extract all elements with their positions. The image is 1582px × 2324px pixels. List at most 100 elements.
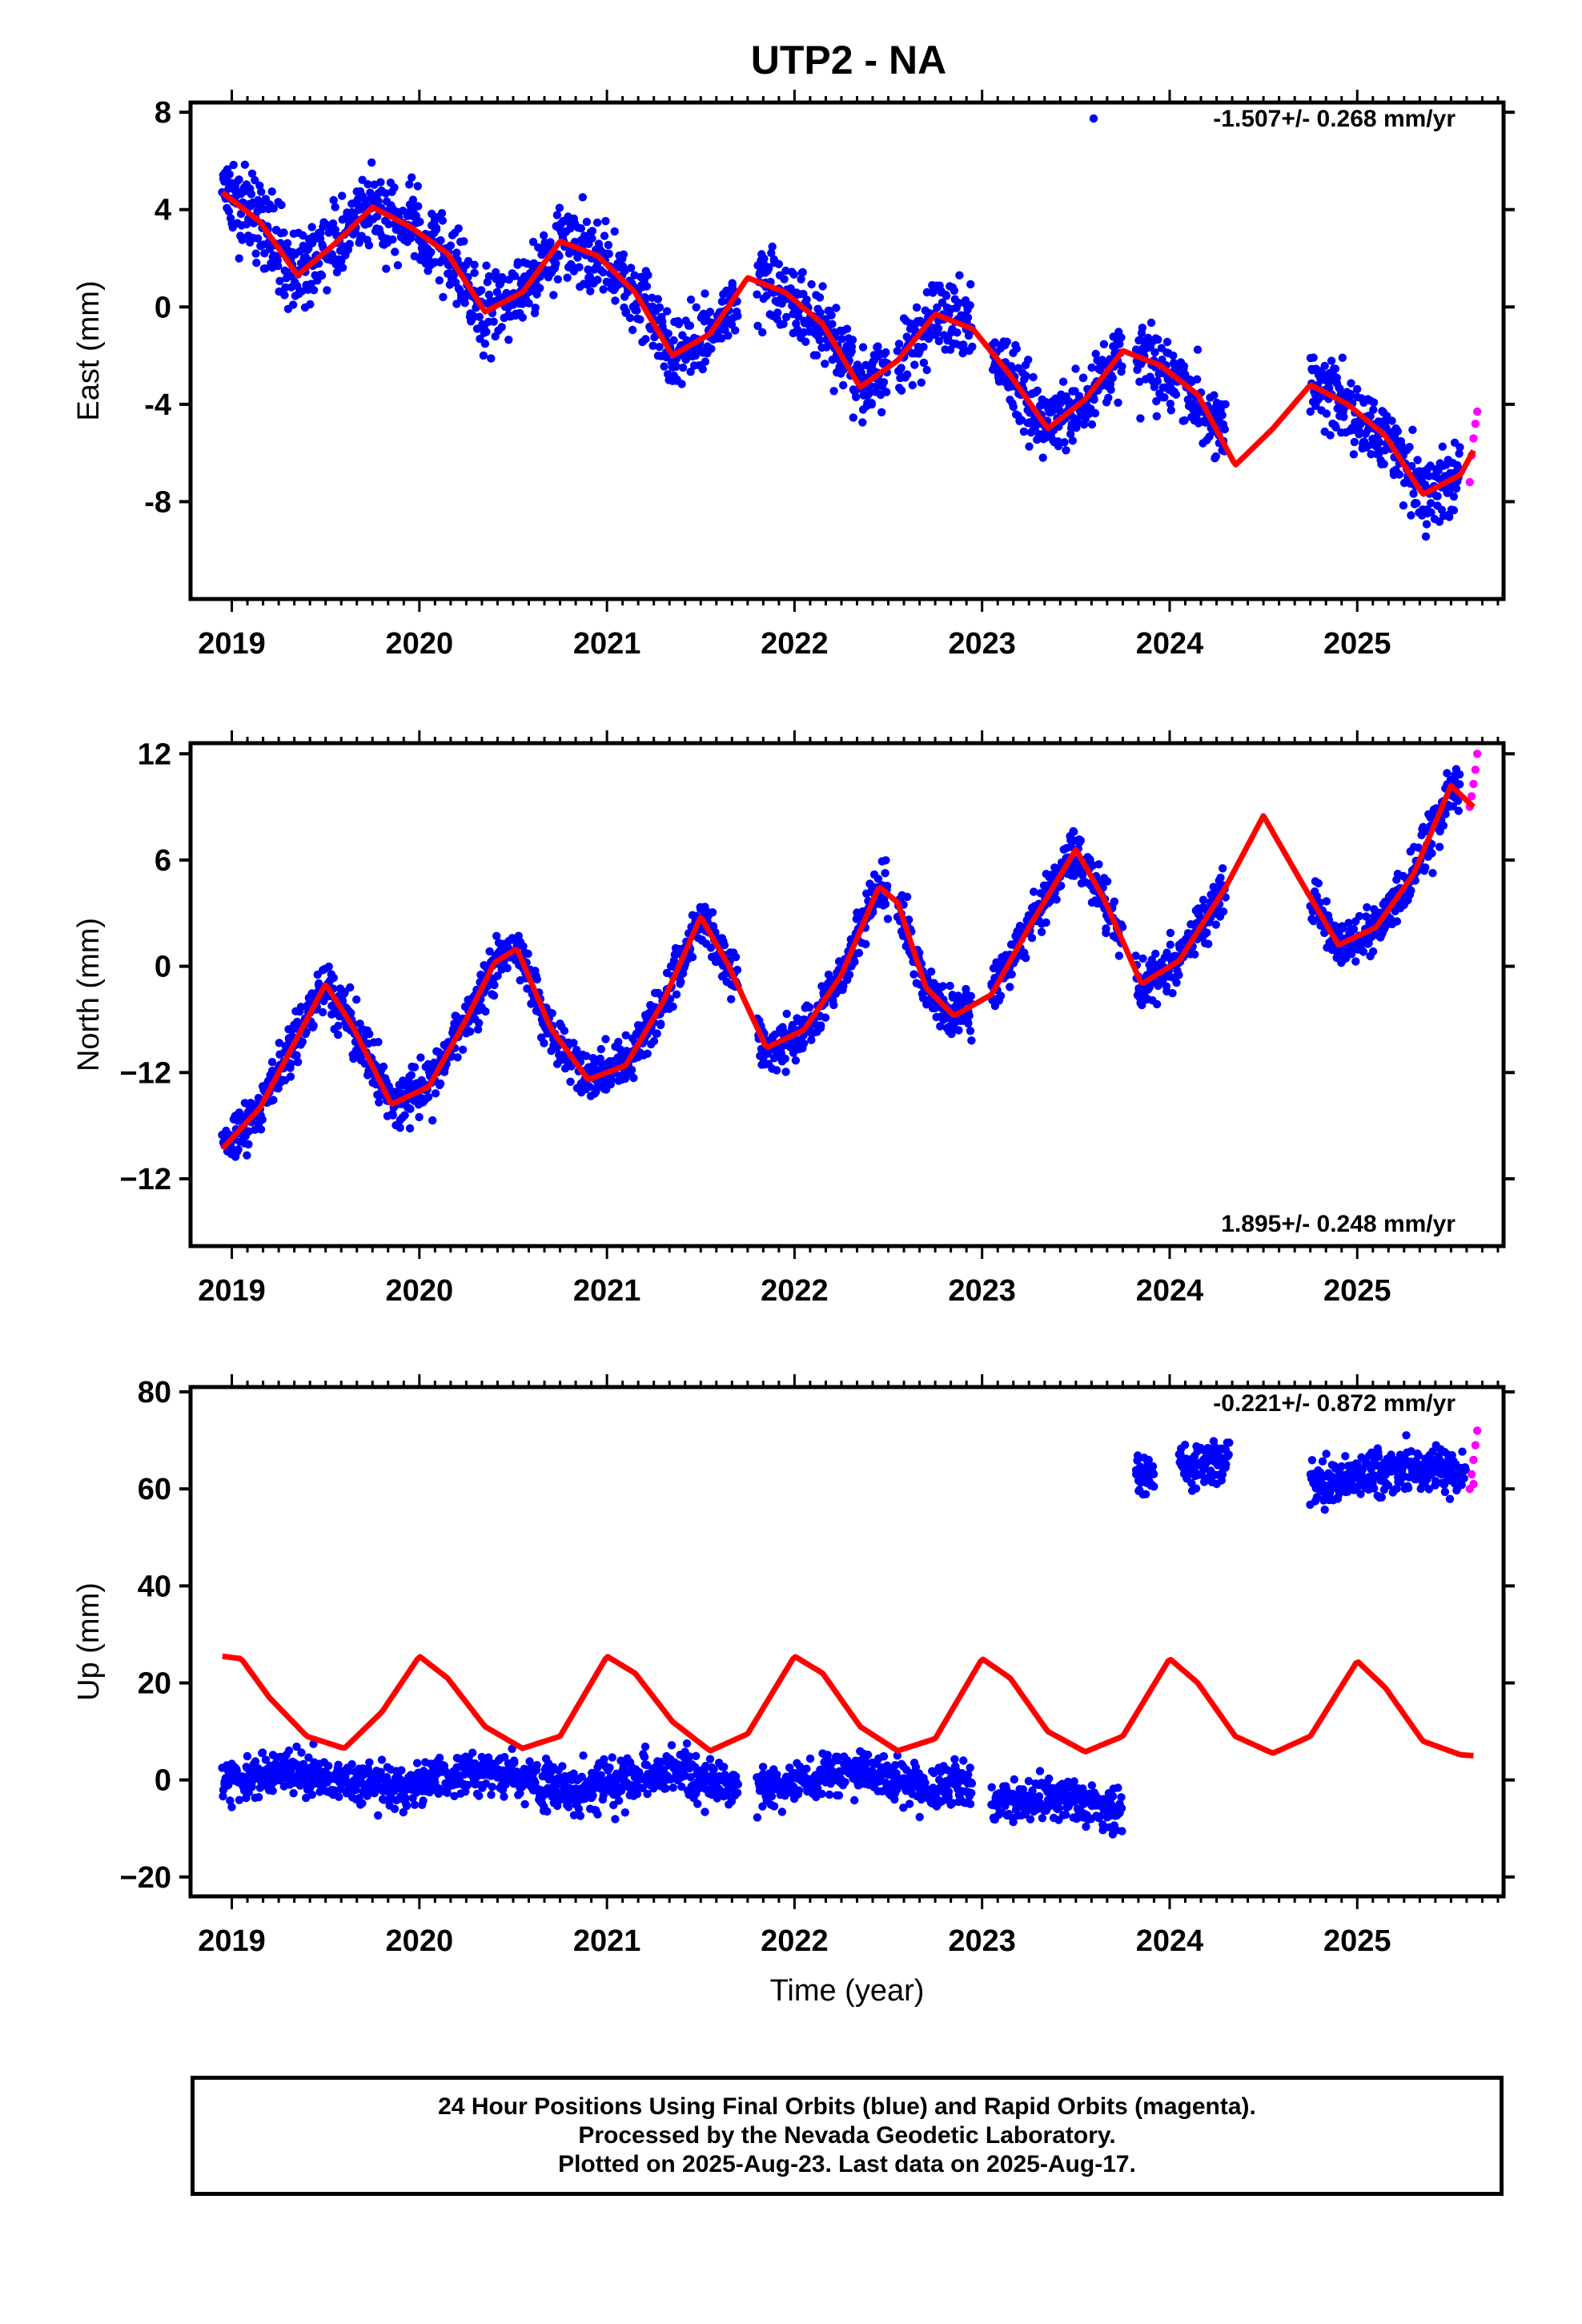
final-orbit-point (1422, 520, 1431, 529)
final-orbit-point (251, 249, 260, 258)
final-orbit-point (1407, 511, 1415, 520)
final-orbit-point (1349, 450, 1359, 459)
final-orbit-point (708, 908, 717, 917)
final-orbit-point (363, 179, 372, 189)
final-orbit-point (781, 266, 790, 275)
final-orbit-point (781, 1068, 790, 1076)
x-tick-label: 2021 (573, 627, 641, 661)
final-orbit-point (279, 228, 288, 237)
final-orbit-point (1335, 384, 1344, 393)
final-orbit-point (955, 271, 964, 279)
final-orbit-point (1427, 508, 1435, 517)
final-orbit-point (849, 413, 858, 422)
final-orbit-point (487, 1791, 496, 1799)
final-orbit-point (781, 1054, 789, 1063)
final-orbit-point (664, 329, 673, 338)
final-orbit-point (1392, 917, 1402, 926)
final-orbit-point (401, 1794, 410, 1803)
final-orbit-point (1090, 408, 1100, 418)
final-orbit-point (225, 170, 234, 179)
model-curve-north (220, 782, 1476, 1151)
final-orbit-point (277, 200, 286, 210)
final-orbit-point (552, 1782, 560, 1791)
final-orbit-point (934, 324, 943, 333)
final-orbit-point (922, 287, 932, 297)
final-orbit-point (1449, 492, 1459, 501)
final-orbit-point (274, 262, 283, 271)
final-orbit-point (381, 189, 390, 198)
final-orbit-point (1309, 353, 1318, 362)
final-orbit-point (839, 982, 848, 991)
final-orbit-point (1030, 887, 1038, 896)
final-orbit-point (410, 251, 419, 261)
final-orbit-point (334, 1760, 343, 1769)
final-orbit-point (346, 983, 355, 992)
final-orbit-point (897, 364, 905, 372)
final-orbit-point (601, 1035, 610, 1043)
y-tick-label: 0 (155, 951, 171, 984)
final-orbit-point (405, 1124, 415, 1133)
final-orbit-point (797, 275, 805, 283)
final-orbit-point (376, 1767, 385, 1776)
final-orbit-point (1152, 396, 1161, 406)
final-orbit-point (424, 1092, 433, 1102)
final-orbit-point (1136, 414, 1145, 423)
final-orbit-point (490, 980, 499, 990)
final-orbit-point (1203, 928, 1211, 937)
final-orbit-point (779, 320, 788, 328)
final-orbit-point (1367, 450, 1375, 459)
final-orbit-point (373, 212, 382, 221)
final-orbit-point (1322, 409, 1331, 418)
final-orbit-point (464, 256, 473, 266)
final-orbit-point (845, 971, 854, 979)
final-orbit-point (1351, 957, 1360, 966)
final-orbit-point (707, 344, 716, 353)
final-orbit-point (1131, 951, 1140, 960)
final-orbit-point (358, 175, 367, 184)
final-orbit-point (523, 984, 532, 993)
final-orbit-point (226, 1796, 235, 1805)
final-orbit-point (883, 882, 892, 891)
final-orbit-point (358, 1799, 367, 1807)
final-orbit-point (672, 362, 681, 372)
final-orbit-point (479, 351, 488, 360)
final-orbit-point (1042, 397, 1050, 407)
final-orbit-point (1114, 398, 1122, 407)
final-orbit-point (717, 297, 727, 306)
final-orbit-point (488, 1783, 496, 1791)
final-orbit-point (531, 304, 540, 312)
x-tick-label: 2022 (761, 627, 829, 661)
final-orbit-point (520, 1799, 529, 1809)
final-orbit-point (492, 267, 500, 277)
final-orbit-point (475, 1791, 484, 1800)
final-orbit-point (1052, 895, 1061, 904)
final-orbit-point (1349, 925, 1359, 934)
final-orbit-point (1427, 499, 1435, 508)
final-orbit-point (1060, 438, 1069, 447)
final-orbit-point (466, 1027, 475, 1036)
final-orbit-point (1347, 389, 1355, 399)
final-orbit-point (722, 286, 731, 296)
final-orbit-point (224, 1780, 233, 1790)
final-orbit-point (686, 368, 695, 376)
final-orbit-point (950, 286, 959, 296)
final-orbit-point (753, 290, 761, 299)
final-orbit-point (621, 1031, 630, 1040)
final-orbit-point (963, 313, 973, 322)
final-orbit-point (663, 307, 672, 316)
final-orbit-point (251, 175, 259, 185)
final-orbit-point (727, 995, 736, 1003)
final-orbit-point (802, 296, 811, 304)
final-orbit-point (1174, 971, 1183, 979)
final-orbit-point (332, 267, 342, 277)
final-orbit-point (829, 387, 838, 396)
final-orbit-point (531, 1778, 540, 1787)
final-orbit-point (543, 1807, 552, 1816)
final-orbit-point (1106, 385, 1115, 394)
final-orbit-point (1421, 532, 1431, 541)
final-orbit-point (1322, 897, 1331, 906)
final-orbit-point (1350, 437, 1359, 447)
final-orbit-point (1456, 780, 1464, 789)
final-orbit-point (344, 1767, 353, 1775)
final-orbit-point (604, 240, 613, 250)
